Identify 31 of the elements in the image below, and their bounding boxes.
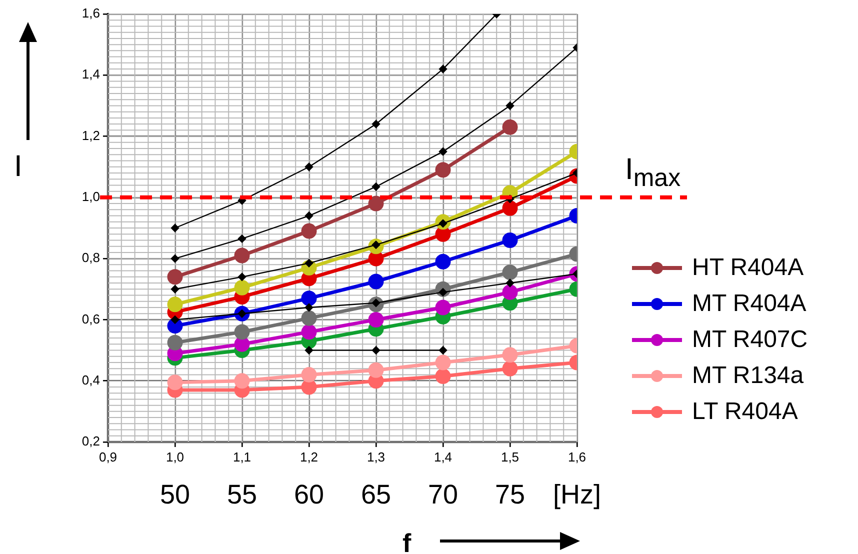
y-tick-label: 0,2: [82, 434, 100, 449]
x2-tick-label: [Hz]: [552, 480, 602, 510]
y-tick-label: 0,6: [82, 311, 100, 326]
x2-tick-label: 50: [160, 480, 190, 510]
x-tick-label: 1,3: [366, 449, 386, 464]
legend-label: HT R404A: [692, 253, 804, 283]
x-tick-label: 1,6: [568, 449, 586, 464]
x2-tick-label: 75: [494, 480, 526, 510]
x2-tick-label: 70: [428, 480, 458, 510]
x2-tick-label: 65: [360, 480, 392, 510]
y-tick-label: 1,2: [82, 128, 100, 143]
x-tick-label: 1,4: [434, 449, 452, 464]
y-tick-label: 1,4: [82, 66, 100, 82]
x2-tick-label: 60: [294, 480, 324, 510]
ref-line-label: I$_{max}$: [625, 153, 681, 194]
x-tick-label: 1,5: [500, 449, 520, 464]
y-tick-label: 0,4: [82, 372, 100, 388]
x-tick-label: 1,1: [232, 449, 252, 464]
y-tick-label: 0,8: [82, 250, 100, 266]
legend-label: MT R404A: [692, 289, 806, 319]
legend-label: MT R407C: [692, 325, 808, 355]
legend-label: MT R134a: [692, 361, 804, 391]
x-axis-title: f: [402, 528, 412, 554]
legend-label: LT R404A: [692, 397, 798, 427]
x-tick-label: 1,0: [166, 449, 184, 464]
y-tick-label: 1,6: [82, 6, 100, 21]
x2-tick-label: 55: [226, 480, 258, 510]
x-tick-label: 1,2: [300, 449, 318, 464]
x-tick-label: 0,9: [98, 449, 118, 464]
y-tick-label: 1,0: [82, 189, 100, 204]
y-axis-title: I: [14, 150, 22, 184]
